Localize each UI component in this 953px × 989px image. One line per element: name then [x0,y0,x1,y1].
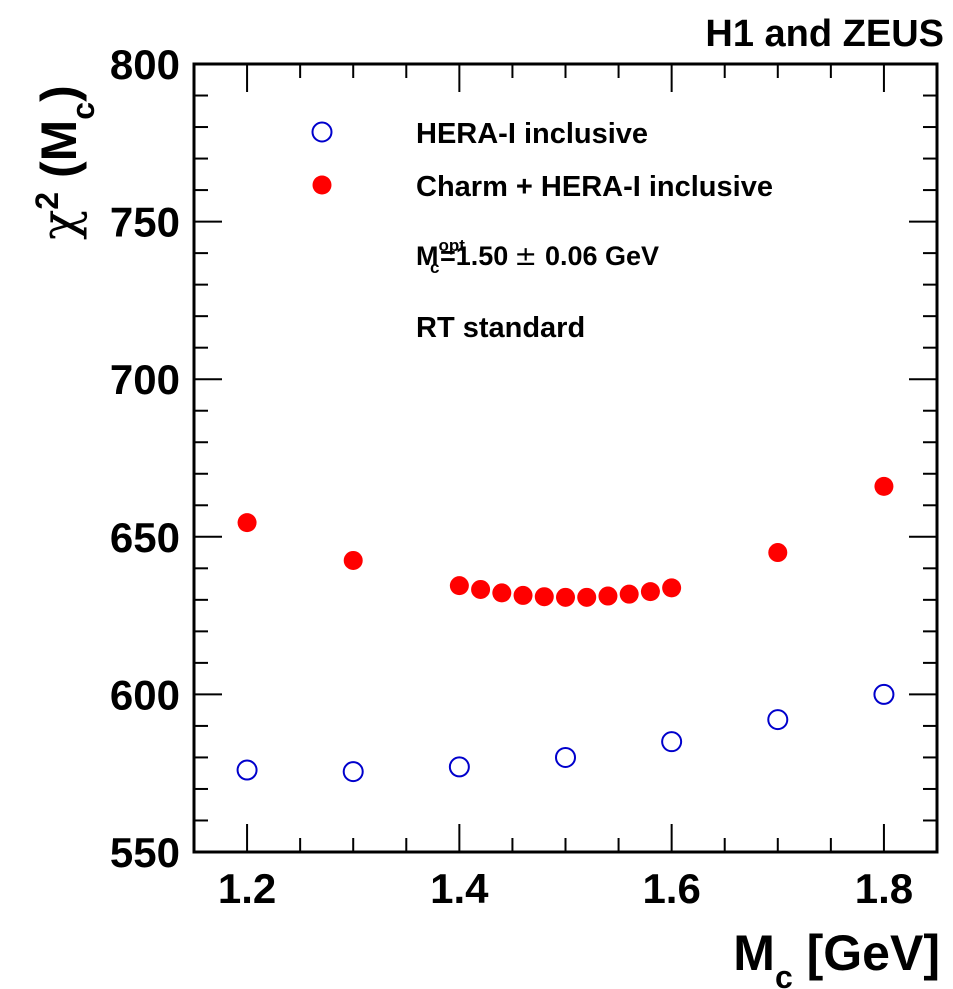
point-hera-inclusive [767,709,789,731]
mc-opt-sup: opt [439,236,466,255]
x-tick-label: 1.4 [430,865,489,912]
legend: HERA-I inclusive Charm + HERA-I inclusiv… [311,118,773,344]
y-label-chi: χ [30,210,88,240]
mc-opt-sub: c [430,258,439,277]
y-tick-label: 550 [110,829,180,876]
legend-marker-filled [312,175,332,195]
x-axis-label: Mc [GeV] [733,925,940,989]
mc-opt-result: Mopt c=1.50 ±0.06 GeV [416,236,659,277]
point-hera-inclusive [342,761,364,783]
x-tick-label: 1.8 [855,865,913,912]
point-charm-hera-inclusive [874,476,894,496]
y-tick-label: 650 [110,514,180,561]
x-tick-label: 1.6 [642,865,700,912]
point-hera-inclusive [236,759,258,781]
mc-opt-err: 0.06 GeV [545,241,659,271]
mc-opt-value: =1.50 [440,241,508,271]
x-label-unit: [GeV] [793,925,940,981]
point-charm-hera-inclusive [619,584,639,604]
y-tick-label: 800 [110,41,180,88]
point-charm-hera-inclusive [492,583,512,603]
legend-marker-open [311,121,333,143]
point-hera-inclusive [555,746,576,768]
y-label-sup: 2 [29,192,65,210]
point-charm-hera-inclusive [662,578,682,598]
point-hera-inclusive [873,683,895,705]
point-charm-hera-inclusive [768,543,788,563]
point-hera-inclusive [448,756,470,778]
point-charm-hera-inclusive [598,586,618,606]
y-label-close: ) [31,85,87,102]
legend-entry-2: Charm + HERA-I inclusive [416,171,773,203]
axis-ticks [193,63,938,853]
point-charm-hera-inclusive [449,576,469,596]
point-charm-hera-inclusive [343,550,363,570]
y-axis-label: χ2 (Mc) [29,85,101,240]
point-charm-hera-inclusive [237,513,257,533]
y-label-open: (M [31,120,87,192]
mc-opt-pm: ± [514,241,537,272]
point-hera-inclusive [661,731,683,753]
y-tick-label: 600 [110,671,180,718]
y-tick-label: 750 [110,199,180,246]
data-points [236,476,895,783]
point-charm-hera-inclusive [640,582,660,602]
point-charm-hera-inclusive [534,587,554,607]
x-tick-label: 1.2 [218,865,276,912]
mc-opt-m: M [416,241,439,271]
y-tick-label: 700 [110,356,180,403]
scheme-label: RT standard [416,312,585,344]
x-label-main: M [733,925,775,981]
point-charm-hera-inclusive [577,587,597,607]
point-charm-hera-inclusive [513,585,533,605]
point-charm-hera-inclusive [556,587,575,607]
tick-labels: 550 600 650 700 750 800 1.2 1.4 1.6 1.8 [110,41,913,912]
legend-entry-1: HERA-I inclusive [416,118,648,150]
y-label-sub: c [65,102,101,120]
collaboration-title: H1 and ZEUS [705,13,944,55]
point-charm-hera-inclusive [471,579,491,599]
x-label-sub: c [775,959,793,989]
